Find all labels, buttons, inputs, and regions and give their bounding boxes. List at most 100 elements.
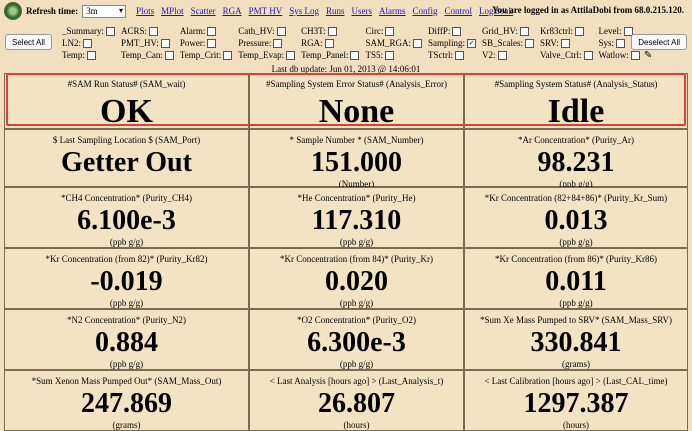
checkbox-checked-icon[interactable]: ✓ xyxy=(467,38,477,48)
checkbox-label: DiffP: xyxy=(428,26,451,36)
status-cell: * Sample Number * (SAM_Number) 151.000 (Nu… xyxy=(249,129,464,189)
cell-value: 151.000 xyxy=(311,147,402,178)
checkbox-box[interactable] xyxy=(630,50,640,60)
cell-unit: (hours) xyxy=(343,420,370,430)
nav-link-plots[interactable]: Plots xyxy=(136,6,155,16)
checkbox-label: Sampling: xyxy=(428,38,466,48)
nav-link-mplot[interactable]: MPlot xyxy=(161,6,184,16)
checkbox-box[interactable] xyxy=(525,38,535,48)
nav-link-config[interactable]: Config xyxy=(412,6,438,16)
checkbox-pressure[interactable]: Pressure: xyxy=(238,37,295,49)
checkbox-valve-ctrl[interactable]: Valve_Ctrl: xyxy=(540,49,593,61)
checkbox-temp-evap[interactable]: Temp_Evap: xyxy=(238,49,296,61)
checkbox-label: SRV: xyxy=(540,38,559,48)
checkbox-label: ACRS: xyxy=(121,26,148,36)
nav-link-pmt-hv[interactable]: PMT HV xyxy=(248,6,283,16)
pencil-icon[interactable]: ✎ xyxy=(643,49,653,61)
checkbox-circ[interactable]: Circ: xyxy=(365,25,422,37)
checkbox-level[interactable]: Level: xyxy=(599,25,653,37)
app-logo-icon xyxy=(4,2,22,20)
checkbox-alarm[interactable]: Alarm: xyxy=(180,25,232,37)
checkbox-box[interactable] xyxy=(327,26,337,36)
status-cell: *Ar Concentration* (Purity_Ar) 98.231 (ppb… xyxy=(464,129,688,189)
cell-value: 117.310 xyxy=(311,205,402,236)
nav-link-logbook[interactable]: LogBook xyxy=(479,6,514,16)
nav-link-users[interactable]: Users xyxy=(351,6,372,16)
checkbox-box[interactable] xyxy=(286,50,296,60)
select-all-button[interactable]: Select All xyxy=(5,34,52,50)
nav-link-scatter[interactable]: Scatter xyxy=(190,6,216,16)
checkbox-box[interactable] xyxy=(452,26,462,36)
checkbox-diffp[interactable]: DiffP: xyxy=(428,25,476,37)
checkbox-box[interactable] xyxy=(106,26,115,36)
refresh-time-select[interactable]: 3m ▾ xyxy=(82,4,127,18)
cell-value: None xyxy=(318,93,395,130)
checkbox-box[interactable] xyxy=(86,50,96,60)
checkbox-box[interactable] xyxy=(385,50,394,60)
checkbox-sb-scales[interactable]: SB_Scales: xyxy=(482,37,535,49)
status-cell: #Sampling System Status# (Analysis_Statu… xyxy=(464,73,688,129)
checkbox-cath-hv[interactable]: Cath_HV: xyxy=(238,25,295,37)
checkbox-ts5[interactable]: TS5: xyxy=(365,49,422,61)
nav-link-alarms[interactable]: Alarms xyxy=(378,6,406,16)
checkbox-box[interactable] xyxy=(616,38,626,48)
checkbox-temp-crit[interactable]: Temp_Crit: xyxy=(179,49,233,61)
checkbox-summary[interactable]: _Summary: xyxy=(62,25,115,37)
checkbox-box[interactable] xyxy=(273,38,283,48)
checkbox-label: Temp_Crit: xyxy=(179,50,222,60)
checkbox-box[interactable] xyxy=(583,50,593,60)
checkbox-box[interactable] xyxy=(276,26,286,36)
checkbox-acrs[interactable]: ACRS: xyxy=(121,25,174,37)
deselect-all-button[interactable]: Deselect All xyxy=(631,34,687,50)
checkbox-rga[interactable]: RGA: xyxy=(301,37,359,49)
checkbox-box[interactable] xyxy=(324,38,334,48)
checkbox-v2[interactable]: V2: xyxy=(482,49,534,61)
checkbox-box[interactable] xyxy=(575,26,585,36)
checkbox-box[interactable] xyxy=(83,38,92,48)
nav-link-sys-log[interactable]: Sys Log xyxy=(289,6,319,16)
nav-link-control[interactable]: Control xyxy=(444,6,473,16)
checkbox-box[interactable] xyxy=(519,26,529,36)
checkbox-box[interactable] xyxy=(385,26,395,36)
checkbox-box[interactable] xyxy=(623,26,633,36)
checkbox-tsctrl[interactable]: TSctrl: xyxy=(428,49,476,61)
checkbox-label: RGA: xyxy=(301,38,323,48)
checkbox-temp[interactable]: Temp: xyxy=(62,49,115,61)
cell-label: *Kr Concentration (82+84+86)* (Purity_Kr… xyxy=(484,193,668,203)
checkbox-box[interactable] xyxy=(207,26,217,36)
cell-unit: (ppb g/g) xyxy=(339,237,374,247)
checkbox-pmt-hv[interactable]: PMT_HV: xyxy=(121,37,174,49)
checkbox-grid-hv[interactable]: Grid_HV: xyxy=(482,25,534,37)
checkbox-box[interactable] xyxy=(164,50,174,60)
checkbox-label: Valve_Ctrl: xyxy=(540,50,582,60)
cell-value: 0.020 xyxy=(325,266,388,297)
checkbox-box[interactable] xyxy=(455,50,464,60)
checkbox-temp-panel[interactable]: Temp_Panel: xyxy=(301,49,360,61)
login-status: You are logged in as AttilaDobi from 68.… xyxy=(492,5,684,15)
nav-link-rga[interactable]: RGA xyxy=(222,6,242,16)
status-grid: #SAM Run Status# (SAM_wait) OK #Sampling S… xyxy=(4,73,688,431)
cell-value: 0.011 xyxy=(545,266,607,297)
checkbox-box[interactable] xyxy=(207,38,217,48)
checkbox-temp-can[interactable]: Temp_Can: xyxy=(121,49,174,61)
checkbox-box[interactable] xyxy=(223,50,233,60)
checkbox-sys[interactable]: Sys: xyxy=(599,37,653,49)
checkbox-label: Sys: xyxy=(598,38,615,48)
nav-link-runs[interactable]: Runs xyxy=(325,6,345,16)
checkbox-watlow[interactable]: Watlow: ✎ xyxy=(599,49,653,61)
cell-label: < Last Analysis [hours ago] > (Last_Anal… xyxy=(269,376,444,386)
cell-unit: (ppb g/g) xyxy=(559,237,593,247)
checkbox-ln2[interactable]: LN2: xyxy=(62,37,115,49)
checkbox-box[interactable] xyxy=(560,38,570,48)
checkbox-box[interactable] xyxy=(497,50,507,60)
checkbox-box[interactable] xyxy=(160,38,170,48)
checkbox-ch3t[interactable]: CH3T: xyxy=(301,25,359,37)
checkbox-sam-rga[interactable]: SAM_RGA: xyxy=(365,37,422,49)
checkbox-box[interactable] xyxy=(149,26,159,36)
checkbox-srv[interactable]: SRV: xyxy=(540,37,593,49)
checkbox-box[interactable] xyxy=(350,50,360,60)
checkbox-sampling[interactable]: Sampling: ✓ xyxy=(428,37,477,49)
checkbox-box[interactable] xyxy=(413,38,422,48)
checkbox-kr83ctrl[interactable]: Kr83ctrl: xyxy=(540,25,593,37)
checkbox-power[interactable]: Power: xyxy=(180,37,232,49)
